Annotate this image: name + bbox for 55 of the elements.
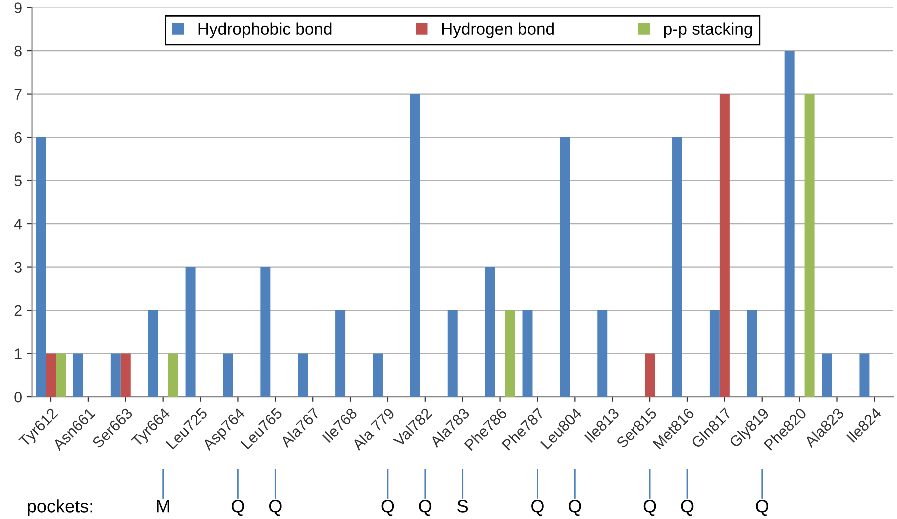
- y-tick-label: 6: [14, 132, 22, 144]
- bar: [56, 354, 66, 398]
- bar: [298, 354, 308, 398]
- legend-label: Hydrogen bond: [442, 22, 554, 38]
- bar: [822, 354, 832, 398]
- y-tick-label: 4: [14, 219, 22, 230]
- bar: [645, 354, 656, 398]
- bar: [804, 94, 815, 398]
- bar: [505, 310, 516, 398]
- bar: [46, 354, 56, 398]
- bar: [598, 310, 608, 398]
- y-tick-label: 9: [14, 2, 22, 14]
- annotation: Q: [756, 500, 769, 516]
- bar: [120, 354, 131, 398]
- bar: [448, 310, 458, 398]
- annotation: Q: [569, 500, 582, 516]
- bar: [168, 354, 178, 398]
- legend-label: p-p stacking: [664, 22, 752, 38]
- bar: [522, 310, 533, 398]
- bar: [784, 51, 795, 398]
- bar: [672, 138, 682, 398]
- bar: [336, 310, 346, 398]
- text: pockets:: [28, 500, 93, 516]
- bar: [223, 354, 234, 398]
- y-tick-label: 7: [14, 89, 22, 100]
- annotation: Q: [681, 500, 694, 516]
- annotation: S: [458, 500, 468, 513]
- y-tick-label: 0: [14, 392, 22, 403]
- annotation: Q: [419, 500, 432, 516]
- bar: [410, 94, 420, 398]
- annotation: Q: [269, 500, 282, 516]
- bar: [73, 354, 84, 398]
- bar: [720, 94, 730, 398]
- bar: [860, 354, 870, 398]
- annotation: M: [157, 500, 170, 513]
- bar: [560, 138, 570, 398]
- y-tick-label: 5: [14, 176, 22, 186]
- bar: [710, 310, 720, 398]
- bar: [747, 310, 758, 398]
- bar: [260, 267, 271, 398]
- annotation: Q: [232, 500, 244, 516]
- bar: [372, 354, 383, 398]
- annotation: Q: [382, 500, 394, 516]
- annotation: Q: [644, 500, 656, 516]
- bar: [485, 267, 496, 398]
- y-tick-label: 2: [14, 305, 22, 316]
- legend-label: Hydrophobic bond: [198, 22, 332, 38]
- y-tick-label: 1: [15, 348, 22, 360]
- bar: [36, 138, 46, 398]
- y-tick-label: 3: [14, 262, 22, 273]
- y-tick-label: 8: [14, 46, 22, 57]
- annotation: Q: [532, 500, 544, 516]
- bar: [110, 354, 121, 398]
- bar: [148, 310, 158, 398]
- bar: [186, 267, 196, 398]
